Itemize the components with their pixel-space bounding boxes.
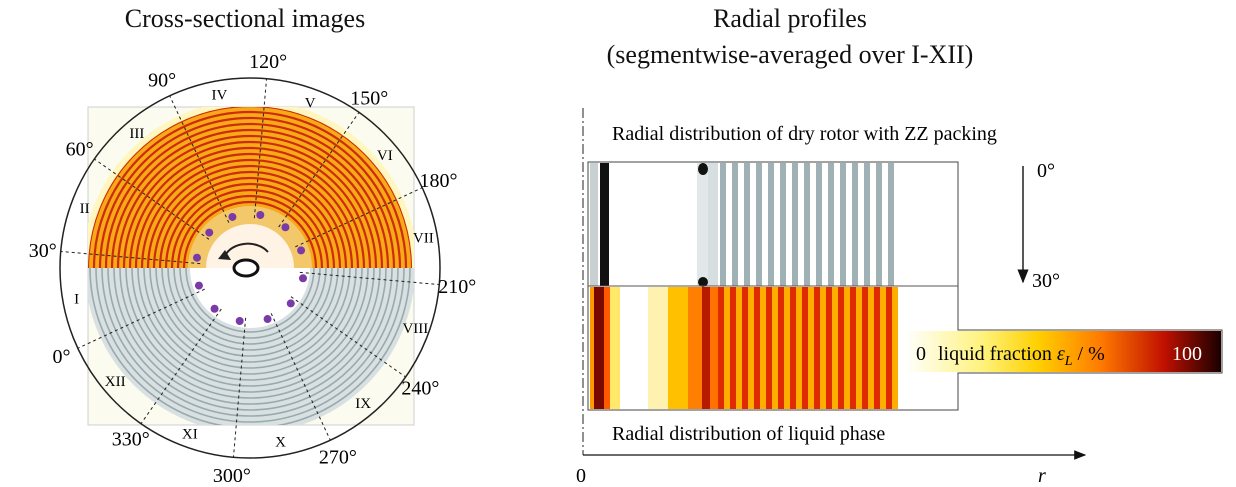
angle-label: 240° xyxy=(401,377,439,399)
segment-label: II xyxy=(80,201,90,217)
dry-profile-label: Radial distribution of dry rotor with ZZ… xyxy=(612,123,997,145)
arrow-end-label: 30° xyxy=(1032,270,1060,292)
angle-label: 330° xyxy=(112,428,150,450)
rotor-shaft xyxy=(232,258,260,278)
angle-label: 90° xyxy=(148,69,176,91)
profile-frame xyxy=(587,161,1223,411)
colorbar-symbol: ε xyxy=(1057,343,1065,365)
colorbar-min-label: 0 xyxy=(916,343,926,365)
radial-profiles xyxy=(582,108,1223,460)
segment-divider xyxy=(169,95,230,223)
segment-label: XI xyxy=(182,426,198,442)
segment-marker xyxy=(205,228,214,237)
segment-marker xyxy=(228,212,237,221)
segment-label: VI xyxy=(377,148,393,164)
segment-label: I xyxy=(74,292,79,308)
segment-dividers xyxy=(60,78,440,458)
angle-label: 30° xyxy=(29,240,57,262)
segment-divider xyxy=(295,187,423,248)
segment-divider xyxy=(290,296,406,378)
angle-label: 0° xyxy=(52,346,70,368)
segment-marker xyxy=(194,281,203,290)
origin-label: 0 xyxy=(576,465,586,487)
segment-marker xyxy=(263,315,272,324)
segment-divider xyxy=(77,288,205,349)
colorbar xyxy=(905,331,1221,372)
rotation-arrow-icon xyxy=(224,242,269,257)
segment-divider xyxy=(60,250,201,265)
segment-divider xyxy=(94,158,210,240)
segment-marker xyxy=(281,223,290,232)
right-panel-title-line1: Radial profiles xyxy=(713,4,867,33)
colorbar-title: liquid fraction εL / % xyxy=(938,343,1105,369)
dry-rotor-profile xyxy=(590,163,895,287)
angle-label: 210° xyxy=(438,276,476,298)
segment-divider xyxy=(140,308,222,424)
segment-divider xyxy=(299,271,440,286)
liquid-phase-image xyxy=(88,107,414,268)
angle-label: 180° xyxy=(420,170,458,192)
dry-rotor-image xyxy=(88,268,414,425)
colorbar-unit: / % xyxy=(1073,343,1105,365)
angle-label: 60° xyxy=(66,139,94,161)
segment-marker xyxy=(256,210,265,219)
segment-label: III xyxy=(129,126,144,142)
segment-markers xyxy=(192,210,308,326)
outer-circle xyxy=(59,77,441,459)
segment-marker xyxy=(210,304,219,313)
colorbar-text: liquid fraction xyxy=(938,343,1057,365)
segment-marker xyxy=(235,317,244,326)
segment-label: V xyxy=(305,96,316,112)
segment-marker xyxy=(297,246,306,255)
segment-divider xyxy=(232,317,247,458)
right-panel-title-line2: (segmentwise-averaged over I-XII) xyxy=(606,40,974,69)
segment-label: X xyxy=(275,434,286,450)
segment-marker xyxy=(192,253,201,262)
arrow-start-label: 0° xyxy=(1037,160,1055,182)
segment-divider xyxy=(270,313,331,441)
r-axis-label: r xyxy=(1038,465,1046,487)
angle-label: 270° xyxy=(319,447,357,469)
segment-label: IX xyxy=(355,396,371,412)
segment-label: IV xyxy=(212,88,228,104)
segment-marker xyxy=(286,299,295,308)
left-panel-title: Cross-sectional images xyxy=(124,4,366,33)
colorbar-subscript: L xyxy=(1064,354,1073,369)
liquid-profile-label: Radial distribution of liquid phase xyxy=(612,423,885,445)
colorbar-max-label: 100 xyxy=(1172,343,1202,365)
segment-marker xyxy=(299,274,308,283)
angle-label: 300° xyxy=(213,465,251,487)
cross-section xyxy=(59,77,441,459)
segment-divider xyxy=(278,112,360,228)
segment-label: VIII xyxy=(402,321,428,337)
segment-divider xyxy=(253,78,268,219)
liquid-phase-profile xyxy=(590,287,898,409)
segment-label: XII xyxy=(105,374,126,390)
angle-label: 120° xyxy=(249,51,287,73)
segment-label: VII xyxy=(413,230,434,246)
angle-label: 150° xyxy=(350,88,388,110)
